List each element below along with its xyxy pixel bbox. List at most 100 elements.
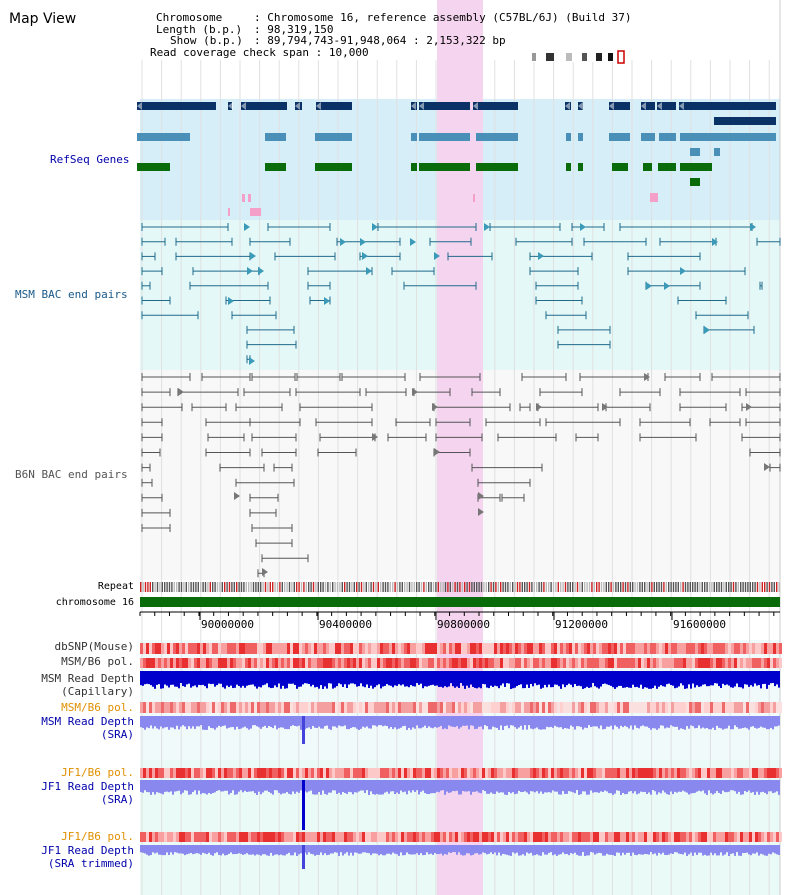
read-depth-bar (150, 845, 152, 856)
repeat-mark (296, 582, 298, 592)
polymorphism-cell (761, 832, 764, 842)
polymorphism-cell (212, 658, 215, 668)
read-depth-bar (458, 716, 460, 729)
polymorphism-cell (164, 658, 167, 668)
read-depth-bar (238, 845, 240, 854)
read-depth-bar (402, 671, 404, 685)
polymorphism-cell (365, 768, 368, 778)
read-depth-bar (624, 845, 626, 855)
read-depth-bar (476, 671, 478, 689)
read-depth-bar (408, 716, 410, 728)
polymorphism-cell (776, 832, 779, 842)
read-depth-bar (322, 780, 324, 791)
read-depth-bar (658, 780, 660, 793)
track-label-refseq[interactable]: RefSeq Genes (50, 153, 130, 166)
polymorphism-cell (260, 643, 263, 654)
read-depth-bar (166, 716, 168, 728)
polymorphism-cell (395, 643, 398, 654)
polymorphism-cell (692, 832, 695, 842)
read-depth-bar (742, 780, 744, 795)
polymorphism-cell (404, 832, 407, 842)
repeat-mark (377, 582, 379, 592)
polymorphism-cell (161, 702, 164, 713)
read-depth-bar (592, 780, 594, 793)
read-depth-bar (196, 671, 198, 688)
read-depth-bar (570, 671, 572, 685)
repeat-mark (432, 582, 435, 592)
polymorphism-cell (383, 832, 386, 842)
repeat-mark (536, 582, 538, 592)
read-depth-bar (724, 671, 726, 686)
polymorphism-cell (671, 643, 674, 654)
read-depth-bar (562, 671, 564, 685)
track-label-msm-bac[interactable]: MSM BAC end pairs (15, 288, 128, 301)
polymorphism-cell (197, 658, 200, 668)
polymorphism-cell (311, 832, 314, 842)
gene-exon (473, 102, 518, 110)
polymorphism-cell (245, 768, 248, 778)
bac-end-triangle (340, 238, 346, 246)
read-depth-bar (664, 716, 666, 729)
bac-end-triangle (258, 267, 264, 275)
read-depth-bar (156, 671, 158, 685)
read-depth-bar (264, 845, 266, 855)
polymorphism-cell (236, 658, 239, 668)
repeat-mark (768, 582, 771, 592)
read-depth-bar (660, 716, 662, 726)
polymorphism-cell (764, 768, 767, 778)
read-depth-bar (508, 845, 510, 856)
read-depth-bar (688, 845, 690, 855)
polymorphism-cell (332, 643, 335, 654)
read-depth-bar (656, 845, 658, 856)
read-depth-bar (414, 716, 416, 729)
polymorphism-cell (515, 768, 518, 778)
polymorphism-cell (374, 768, 377, 778)
polymorphism-cell (416, 643, 419, 654)
read-depth-bar (578, 671, 580, 686)
polymorphism-cell (590, 768, 593, 778)
read-depth-bar (172, 780, 174, 795)
polymorphism-cell (425, 832, 428, 842)
polymorphism-cell (608, 832, 611, 842)
track-label-msm-b6-pol-2: MSM/B6 pol. (61, 701, 134, 714)
polymorphism-cell (443, 658, 446, 668)
read-depth-bar (194, 716, 196, 729)
read-depth-bar (448, 780, 450, 793)
polymorphism-cell (266, 658, 269, 668)
read-depth-bar (372, 716, 374, 726)
polymorphism-cell (626, 702, 629, 713)
read-depth-bar (634, 780, 636, 792)
read-depth-bar (382, 780, 384, 795)
repeat-mark (764, 582, 766, 592)
read-depth-bar (678, 671, 680, 687)
polymorphism-cell (605, 702, 608, 713)
read-depth-bar (462, 845, 464, 856)
repeat-mark (682, 582, 684, 592)
bac-end-triangle (372, 433, 378, 441)
polymorphism-cell (590, 832, 593, 842)
read-depth-bar (244, 671, 246, 688)
read-depth-bar (432, 716, 434, 729)
repeat-mark (322, 582, 324, 592)
read-depth-bar (356, 845, 358, 853)
bac-end-triangle (362, 252, 368, 260)
read-depth-bar (604, 780, 606, 791)
repeat-mark (413, 582, 415, 592)
read-depth-bar (334, 716, 336, 727)
read-depth-bar (236, 845, 238, 854)
polymorphism-cell (305, 643, 308, 654)
track-label-b6n-bac[interactable]: B6N BAC end pairs (15, 468, 128, 481)
polymorphism-cell (710, 643, 713, 654)
gene-strand-arrow (609, 102, 614, 110)
read-depth-bar (582, 845, 584, 853)
polymorphism-cell (170, 768, 173, 778)
read-depth-bar (340, 671, 342, 685)
read-depth-bar (142, 780, 144, 793)
polymorphism-cell (407, 643, 410, 654)
read-depth-bar (722, 716, 724, 730)
read-depth-bar (488, 671, 490, 689)
polymorphism-cell (572, 702, 575, 713)
repeat-mark (588, 582, 591, 592)
polymorphism-cell (158, 658, 161, 668)
read-depth-bar (620, 716, 622, 726)
